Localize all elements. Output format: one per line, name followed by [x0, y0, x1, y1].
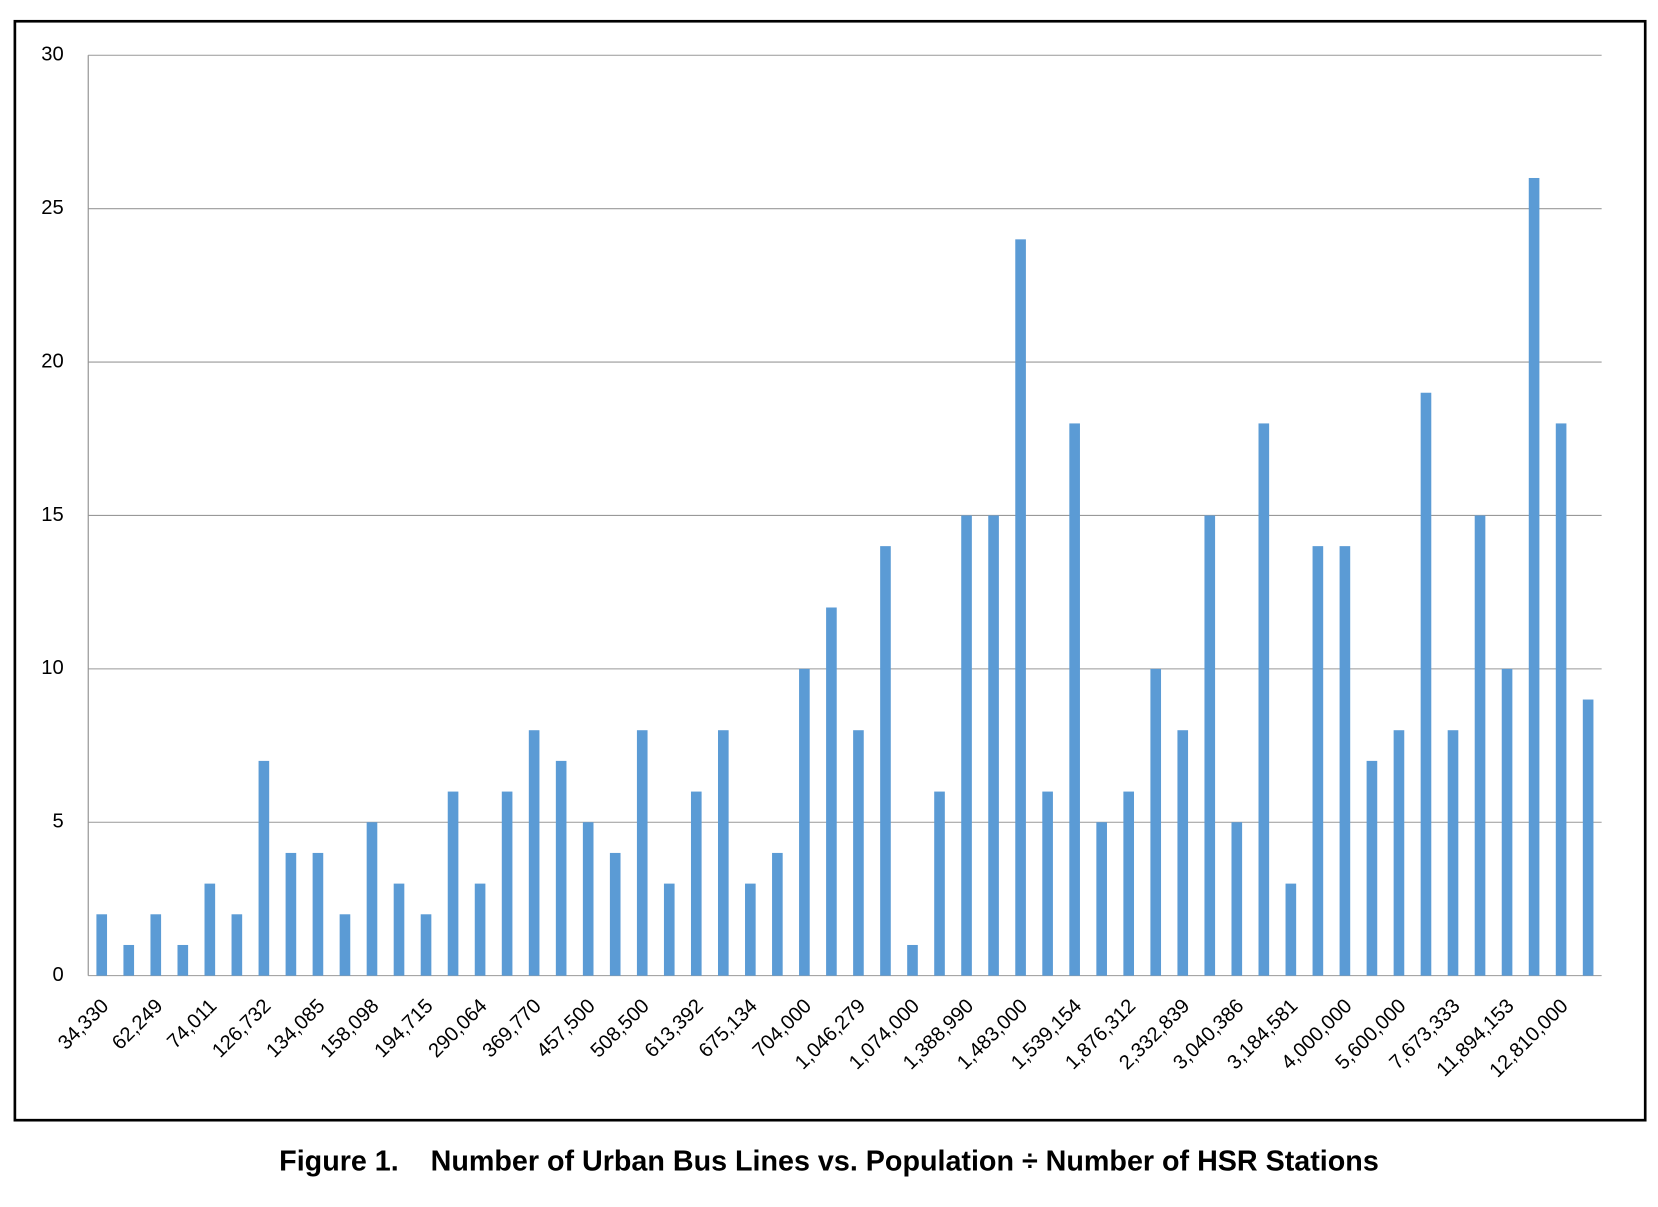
bar — [772, 852, 783, 976]
bar — [1015, 239, 1026, 976]
x-tick-label: 194,715 — [370, 995, 437, 1062]
bar — [285, 852, 297, 976]
bar — [555, 760, 567, 976]
bar — [1069, 423, 1080, 976]
bar — [690, 791, 702, 976]
caption: Figure 1. Number of Urban Bus Lines vs. … — [279, 1145, 1379, 1177]
x-tick-label: 369,770 — [479, 995, 546, 1062]
bar — [1177, 730, 1189, 976]
bar — [907, 944, 918, 976]
bar — [447, 791, 459, 976]
bar — [150, 914, 162, 976]
x-tick-label: 134,085 — [262, 995, 329, 1062]
bar — [1312, 546, 1324, 976]
bar — [1447, 730, 1459, 976]
bar — [1204, 515, 1216, 976]
bar — [312, 852, 324, 976]
y-tick-label: 10 — [41, 657, 63, 679]
bar — [853, 730, 864, 976]
bar — [1528, 177, 1540, 976]
bar — [988, 515, 999, 976]
bar — [1420, 392, 1432, 976]
bar — [528, 730, 540, 976]
bar — [961, 515, 972, 976]
y-tick-label: 5 — [53, 811, 64, 833]
y-tick-label: 25 — [41, 197, 63, 219]
y-tick-label: 15 — [41, 504, 63, 526]
bar — [1096, 822, 1107, 976]
bar — [474, 883, 486, 976]
x-tick-label: 508,500 — [587, 995, 654, 1062]
bar — [1150, 668, 1162, 976]
chart-body: Figure 1. Number of Urban Bus Lines vs. … — [13, 19, 1647, 1177]
bar — [1501, 668, 1513, 976]
bar — [717, 730, 729, 976]
x-tick-label: 675,134 — [695, 995, 762, 1062]
x-tick-label: 457,500 — [533, 995, 600, 1062]
bar — [231, 914, 243, 976]
x-tick-label: 126,732 — [208, 995, 275, 1062]
x-tick-label: 34,330 — [54, 995, 113, 1054]
y-tick-label: 20 — [41, 350, 63, 372]
bar — [339, 914, 351, 976]
bar — [799, 668, 810, 976]
bar — [1474, 515, 1486, 976]
bar — [420, 914, 432, 976]
bar — [501, 791, 513, 976]
bar — [177, 944, 189, 976]
bar — [663, 883, 675, 976]
x-tick-label: 158,098 — [316, 995, 383, 1062]
bar — [366, 822, 378, 976]
bar — [1582, 699, 1594, 976]
x-tick-label: 290,064 — [424, 995, 491, 1062]
bar — [123, 944, 135, 976]
bar — [258, 760, 270, 976]
bar — [745, 883, 756, 976]
x-tick-label: 613,392 — [641, 995, 708, 1062]
bar — [636, 730, 648, 976]
bar — [1258, 423, 1270, 976]
bar — [1231, 822, 1243, 976]
bar — [1339, 546, 1351, 976]
bar — [1393, 730, 1405, 976]
bar — [826, 607, 837, 976]
bar — [880, 546, 891, 976]
x-tick-label: 62,249 — [108, 995, 167, 1054]
bar — [1042, 791, 1053, 976]
bar — [96, 914, 108, 976]
y-tick-label: 30 — [41, 44, 63, 66]
bar — [1285, 883, 1297, 976]
bar — [1123, 791, 1135, 976]
bar — [1366, 760, 1378, 976]
y-tick-label: 0 — [53, 964, 64, 986]
bar — [393, 883, 405, 976]
bar — [934, 791, 945, 976]
chart-frame — [13, 19, 1647, 1122]
bar — [204, 883, 216, 976]
bar — [582, 822, 594, 976]
bar — [609, 852, 621, 976]
bar — [1555, 423, 1567, 976]
